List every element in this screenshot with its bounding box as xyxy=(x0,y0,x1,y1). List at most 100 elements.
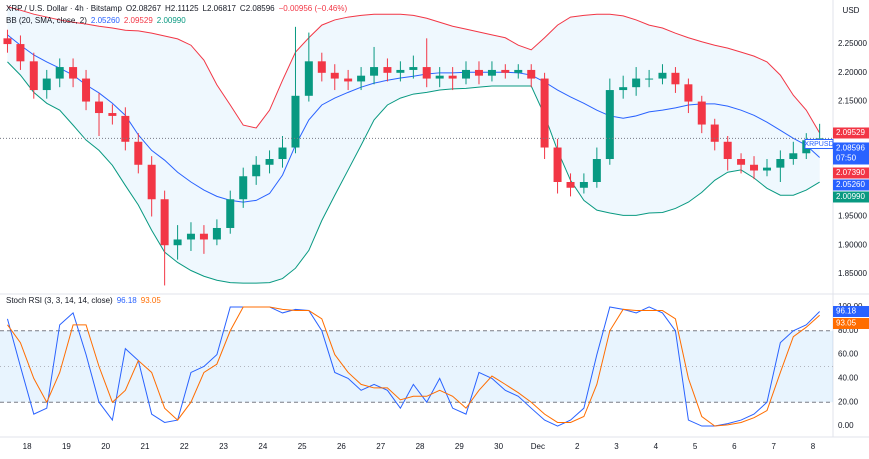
candle-body xyxy=(304,61,313,96)
y-tick-label: 1.95000 xyxy=(838,212,867,221)
y-tick-label: 2.20000 xyxy=(838,68,867,77)
price-label: 2.07390 xyxy=(836,168,865,177)
candle-body xyxy=(396,69,405,73)
candle-body xyxy=(291,95,300,148)
candle-body xyxy=(566,182,575,188)
candle-body xyxy=(226,199,235,228)
candle-body xyxy=(212,227,221,240)
x-tick-label: 26 xyxy=(337,442,346,451)
candle-body xyxy=(16,44,25,62)
y-tick-label: 80.00 xyxy=(838,326,859,335)
x-tick-label: 22 xyxy=(180,442,189,451)
indicator-value: 2.05260 xyxy=(91,16,120,25)
candle-body xyxy=(671,72,680,85)
stoch-value-box xyxy=(833,306,869,318)
candle-body xyxy=(710,124,719,142)
indicator-value: 2.00990 xyxy=(157,16,186,25)
stoch-value-label: 93.05 xyxy=(836,319,857,328)
price-label: 2.05260 xyxy=(836,180,865,189)
candle-body xyxy=(619,87,628,91)
indicator-title: BB (20, SMA, close, 2) xyxy=(6,16,87,25)
candle-body xyxy=(527,69,536,79)
candle-body xyxy=(514,69,523,73)
candle-body xyxy=(55,67,64,79)
candle-body xyxy=(737,159,746,165)
candle-body xyxy=(448,75,457,79)
candle-body xyxy=(645,78,654,80)
indicator-title: Stoch RSI (3, 3, 14, 14, close) xyxy=(6,296,113,305)
price-label-box xyxy=(833,142,869,165)
candle-body xyxy=(750,164,759,171)
candle-body xyxy=(462,69,471,79)
candle-body xyxy=(553,147,562,183)
x-tick-label: 4 xyxy=(654,442,659,451)
ohlc-value: −0.00956 (−0.46%) xyxy=(279,4,348,13)
y-tick-label: 0.00 xyxy=(838,421,854,430)
y-tick-label: 1.85000 xyxy=(838,269,867,278)
price-label-box xyxy=(833,167,869,179)
candle-body xyxy=(723,141,732,160)
price-label: 2.09529 xyxy=(836,128,865,137)
bb-lower xyxy=(7,61,820,284)
candle-body xyxy=(173,239,182,246)
candle-body xyxy=(29,61,38,91)
price-label: 2.08596 xyxy=(836,144,865,153)
candle-body xyxy=(3,38,12,45)
candle-body xyxy=(435,75,444,79)
candle-body xyxy=(579,182,588,188)
candle-body xyxy=(330,72,339,79)
x-tick-label: 23 xyxy=(219,442,228,451)
candle-body xyxy=(108,113,117,116)
x-tick-label: 30 xyxy=(494,442,503,451)
x-tick-label: 6 xyxy=(732,442,737,451)
candle-body xyxy=(383,67,392,73)
indicator-value: 93.05 xyxy=(141,296,162,305)
candle-body xyxy=(199,233,208,240)
candle-body xyxy=(501,69,510,73)
price-label: 2.00990 xyxy=(836,192,865,201)
candle-body xyxy=(121,115,130,142)
x-tick-label: 27 xyxy=(376,442,385,451)
x-tick-label: 5 xyxy=(693,442,698,451)
candle-body xyxy=(632,78,641,88)
x-tick-label: 20 xyxy=(101,442,110,451)
candle-body xyxy=(409,67,418,70)
x-tick-label: 21 xyxy=(141,442,150,451)
price-label-box xyxy=(833,127,869,139)
symbol-title: XRP / U.S. Dollar · 4h · Bitstamp xyxy=(6,4,122,13)
x-tick-label: 8 xyxy=(811,442,816,451)
y-tick-label: 1.90000 xyxy=(838,240,867,249)
candle-body xyxy=(697,101,706,125)
candle-body xyxy=(422,67,431,79)
y-tick-label: 40.00 xyxy=(838,374,859,383)
candle-body xyxy=(474,69,483,76)
stoch-line xyxy=(6,306,820,427)
countdown: 07:50 xyxy=(836,154,857,163)
candle-body xyxy=(658,72,667,79)
indicator-value: 2.09529 xyxy=(124,16,153,25)
y-tick-label: 2.15000 xyxy=(838,97,867,106)
candle-body xyxy=(252,164,261,177)
x-tick-label: 2 xyxy=(575,442,580,451)
candle-body xyxy=(762,167,771,171)
bb-upper xyxy=(7,6,821,134)
candle-body xyxy=(357,75,366,82)
candle-body xyxy=(605,90,614,160)
y-tick-label: 2.25000 xyxy=(838,39,867,48)
candle-body xyxy=(540,78,549,148)
candle-body xyxy=(186,233,195,240)
ohlc-value: H2.11125 xyxy=(165,4,199,13)
indicator-value: 96.18 xyxy=(117,296,138,305)
ohlc-value: L2.06817 xyxy=(203,4,237,13)
x-tick-label: 24 xyxy=(258,442,267,451)
candle-body xyxy=(278,147,287,160)
x-tick-label: 19 xyxy=(62,442,71,451)
x-tick-label: 18 xyxy=(23,442,32,451)
candle-body xyxy=(42,78,51,91)
x-tick-label: 7 xyxy=(771,442,776,451)
candle-body xyxy=(317,61,326,73)
candle-body xyxy=(147,164,156,200)
candle-body xyxy=(344,78,353,82)
